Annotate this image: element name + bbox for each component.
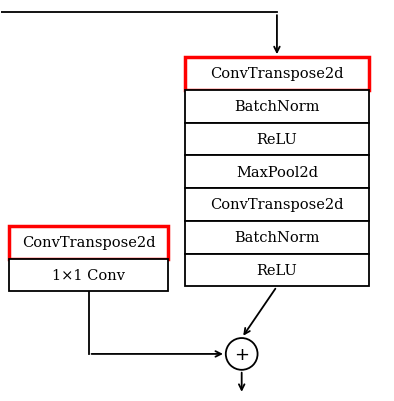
Text: BatchNorm: BatchNorm (234, 231, 320, 245)
FancyBboxPatch shape (185, 188, 369, 221)
Text: 1×1 Conv: 1×1 Conv (52, 268, 125, 282)
FancyBboxPatch shape (185, 254, 369, 287)
FancyBboxPatch shape (9, 226, 168, 259)
Text: ConvTranspose2d: ConvTranspose2d (22, 236, 156, 249)
Text: ReLU: ReLU (256, 263, 297, 277)
FancyBboxPatch shape (185, 221, 369, 254)
Text: ConvTranspose2d: ConvTranspose2d (210, 67, 344, 81)
FancyBboxPatch shape (185, 58, 369, 91)
FancyBboxPatch shape (185, 91, 369, 123)
FancyBboxPatch shape (185, 156, 369, 188)
FancyBboxPatch shape (9, 259, 168, 292)
Text: +: + (234, 345, 249, 363)
Circle shape (226, 338, 258, 370)
Text: BatchNorm: BatchNorm (234, 100, 320, 114)
Text: MaxPool2d: MaxPool2d (236, 165, 318, 179)
FancyBboxPatch shape (185, 123, 369, 156)
Text: ConvTranspose2d: ConvTranspose2d (210, 198, 344, 212)
Text: ReLU: ReLU (256, 133, 297, 146)
